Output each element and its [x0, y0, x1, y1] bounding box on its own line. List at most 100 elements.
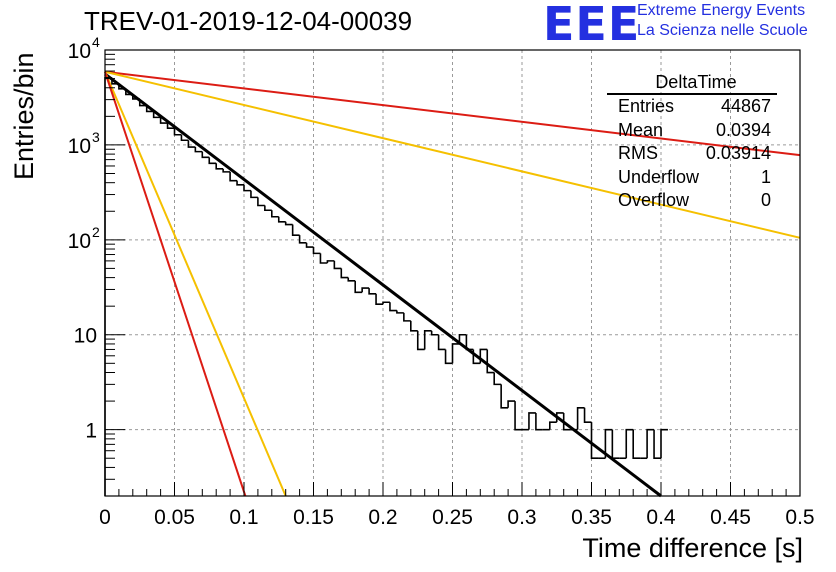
histogram-bin [312, 247, 321, 255]
eee-logo: EEE [543, 0, 641, 51]
histogram-bin [250, 190, 258, 199]
histogram-bin [507, 400, 516, 408]
histogram-bin [535, 412, 543, 431]
histogram-bin [632, 429, 641, 460]
histogram-bin [514, 401, 522, 431]
histogram-bin [646, 428, 655, 459]
y-tick-label: 10 [68, 230, 91, 253]
histogram-bin [298, 235, 307, 244]
x-tick-label: 0.4 [646, 506, 676, 529]
x-tick-label: 0.45 [710, 506, 751, 529]
histogram-bin [382, 301, 390, 305]
x-tick-label: 0.3 [507, 506, 536, 529]
histogram-bin [451, 343, 460, 364]
histogram-bin [333, 260, 342, 270]
histogram-bin [361, 287, 370, 293]
histogram-bin [159, 117, 168, 124]
histogram-bin [125, 88, 133, 96]
histogram-bin [611, 429, 620, 460]
histogram-bin [486, 349, 495, 374]
histogram-bin [305, 242, 314, 248]
histogram-bin [319, 253, 328, 264]
histogram-bin [479, 348, 488, 364]
x-tick-label: 0.2 [368, 506, 397, 529]
y-tick-label: 10 [74, 325, 97, 348]
histogram-bin [187, 140, 196, 148]
fit-line [104, 71, 247, 497]
x-tick-label: 0.25 [432, 506, 473, 529]
stats-label: Overflow [618, 190, 690, 210]
fit-line [104, 70, 801, 239]
histogram-bin [430, 330, 439, 336]
histogram-bin [277, 216, 286, 223]
histogram-bin [410, 320, 418, 332]
histogram-bin [396, 310, 404, 314]
histogram-bin [625, 428, 634, 459]
histogram-bin [173, 128, 182, 136]
histogram-bin [493, 372, 502, 386]
histogram-bin [444, 349, 453, 365]
grid-lines [105, 50, 800, 496]
logo-caption-1: Extreme Energy Events [637, 2, 806, 19]
histogram-bin [291, 224, 300, 236]
histogram-bin [528, 412, 536, 430]
histogram-bin [215, 163, 224, 170]
fit-line [104, 71, 287, 497]
histogram-bin [236, 180, 244, 186]
x-tick-label: 0.05 [154, 506, 195, 529]
histogram-bin [222, 168, 231, 173]
stats-label: RMS [618, 143, 658, 163]
x-axis-label: Time difference [s] [582, 533, 803, 563]
fit-line [104, 70, 801, 157]
histogram-bin [375, 293, 383, 305]
y-tick-label: 1 [85, 420, 97, 443]
histogram-bin [472, 349, 481, 365]
histogram-bin [465, 334, 474, 351]
histogram-bin [257, 197, 265, 207]
stats-value: 0.0394 [715, 119, 771, 140]
histogram-bin [132, 94, 140, 100]
histogram-bin [576, 406, 585, 430]
stats-label: Underflow [618, 166, 700, 187]
stats-value: 0.03914 [705, 143, 771, 163]
histogram-bin [583, 407, 592, 423]
histogram-bin [562, 412, 571, 431]
histogram-bin [194, 147, 203, 153]
histogram-bin [284, 221, 293, 226]
histogram-bin [229, 171, 238, 182]
y-tick-label: 10 [68, 135, 91, 158]
histogram-bin [271, 210, 279, 218]
histogram-bin [208, 157, 217, 165]
histogram-bin [368, 288, 377, 295]
logo-caption-2: La Scienza nelle Scuole [637, 22, 808, 39]
stats-value: 44867 [720, 96, 771, 116]
stats-row-mean: Mean 0.0394 [607, 119, 777, 143]
stats-label: Mean [618, 119, 664, 140]
histogram-bin [389, 302, 397, 312]
histogram-bin [264, 205, 272, 212]
stats-row-underflow: Underflow 1 [607, 166, 777, 190]
fit-line [104, 72, 662, 498]
histogram-bin [458, 333, 467, 344]
histogram-bin [604, 428, 613, 459]
stats-row-entries: Entries 44867 [607, 95, 777, 119]
stats-row-overflow: Overflow 0 [607, 189, 777, 213]
histogram-bin [437, 334, 446, 351]
fit-lines [104, 70, 801, 498]
x-tick-label: 0.5 [785, 506, 814, 529]
histogram-bin [555, 412, 564, 423]
stats-label: Entries [618, 96, 675, 116]
stats-row-rms: RMS 0.03914 [607, 142, 777, 166]
y-tick-label: 10 [68, 40, 91, 63]
histogram-bin [403, 312, 411, 322]
x-tick-label: 0.35 [571, 506, 612, 529]
histogram-bin [152, 111, 161, 119]
histogram-bin [326, 260, 335, 263]
run-title: TREV-01-2019-12-04-00039 [84, 6, 413, 36]
histogram-bin [104, 76, 112, 496]
y-axis-label: Entries/bin [9, 52, 39, 180]
histogram-bin [166, 123, 175, 130]
y-tick-exponent: 4 [92, 34, 100, 50]
histogram-bin [423, 330, 432, 350]
